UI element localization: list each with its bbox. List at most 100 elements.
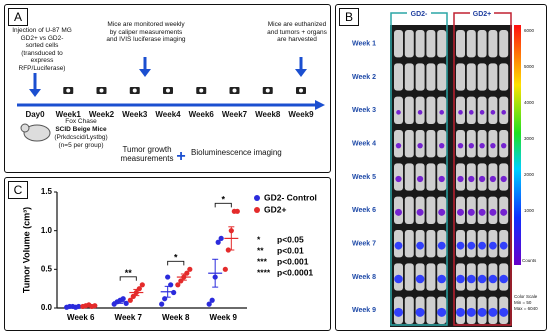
colorbar-tick: 4000 [524, 100, 535, 105]
colorbar-unit: Counts [522, 258, 537, 263]
p-legend-text: p<0.001 [277, 256, 309, 266]
signal-spot [394, 241, 403, 250]
mouse-image [426, 63, 436, 91]
row-label: Week 2 [352, 74, 376, 81]
column-header-bg [470, 8, 494, 19]
signal-spot [466, 307, 476, 317]
mouse-genotype: (Prkdcscid/Lystbg) [54, 134, 108, 141]
row-label: Week 5 [352, 174, 376, 181]
signal-spot [501, 142, 507, 149]
colorbar-tick: 1000 [524, 208, 535, 213]
color-scale-note: Max = 6040 [514, 306, 538, 311]
y-tick-label: 1.5 [41, 187, 53, 196]
signal-spot [395, 208, 402, 216]
mouse-image [477, 30, 487, 58]
significance-bracket [167, 260, 185, 266]
signal-spot [395, 175, 402, 183]
panel-c: C 0.0 0.5 1.0 1.5 Tumor Volume (cm³) Week 6 We… [4, 177, 331, 331]
signal-spot [456, 307, 465, 317]
signal-spot [457, 142, 464, 149]
signal-spot [437, 241, 446, 250]
mouse-image [437, 30, 447, 58]
data-point [165, 274, 171, 280]
chart: 0.0 0.5 1.0 1.5 Tumor Volume (cm³) Week 6 Week… [21, 187, 317, 322]
mouse-image [426, 30, 436, 58]
mouse-image [404, 263, 414, 291]
mouse-icon [20, 123, 30, 133]
signal-spot [438, 208, 446, 216]
row-label: Week 9 [352, 307, 376, 314]
significance-bracket [214, 202, 232, 208]
data-point [178, 278, 184, 284]
mouse-image [499, 30, 509, 58]
panel-label: B [339, 8, 359, 26]
mouse-image [426, 163, 436, 191]
panel-label: A [8, 8, 28, 26]
mouse-n: (n=5 per group) [58, 142, 104, 149]
signal-spot [437, 307, 447, 317]
readout: Bioluminescence imaging [191, 148, 282, 157]
plus: + [176, 148, 185, 165]
mouse-image [499, 63, 509, 91]
mouse-image [404, 196, 414, 224]
row-label: Week 6 [352, 207, 376, 214]
legend-label: GD2+ [264, 204, 286, 214]
camera-lens [265, 88, 270, 93]
data-point [136, 286, 142, 292]
signal-spot [415, 274, 425, 284]
signal-spot [468, 142, 474, 149]
y-tick-label: 0.0 [41, 303, 53, 312]
panel-b: B GD2- GD2+ Week 1 Week 2 Week 3 Week 4 Week 5… [335, 4, 547, 331]
timeline-label: Day0 [25, 110, 45, 119]
signal-spot [489, 241, 497, 250]
p-legend-text: p<0.05 [277, 234, 304, 244]
camera-lens [199, 88, 204, 93]
signal-spot [489, 175, 496, 183]
mouse-image [466, 30, 476, 58]
mouse-image [426, 96, 436, 124]
camera-lens [132, 88, 137, 93]
signal-spot [501, 110, 506, 115]
mouse-image [488, 30, 498, 58]
signal-spot [457, 208, 464, 216]
signal-spot [396, 110, 401, 115]
mouse-image [394, 63, 403, 91]
signal-spot [499, 274, 508, 284]
panel-a: A Injection of U-87 MG GD2+ vs GD2- sort… [4, 4, 331, 173]
signal-spot [394, 307, 403, 317]
signal-spot [500, 175, 507, 183]
y-tick-label: 0.5 [41, 264, 53, 273]
p-legend-stars: **** [257, 267, 271, 277]
mouse-image [415, 30, 425, 58]
mouse-image [394, 30, 403, 58]
timeline-label: Week7 [222, 110, 248, 119]
data-point [234, 208, 240, 214]
signal-spot [467, 241, 476, 250]
arrow-head [29, 89, 41, 97]
colorbar-tick: 3000 [524, 136, 535, 141]
mouse-image [426, 196, 436, 224]
column-header: GD2+ [473, 11, 491, 18]
mouse-image [477, 63, 487, 91]
y-tick-label: 1.0 [41, 226, 53, 235]
signal-spot [415, 307, 425, 317]
signal-spot [477, 307, 487, 317]
colorbar-tick: 6000 [524, 28, 535, 33]
signal-spot [416, 208, 424, 216]
signal-spot [478, 208, 486, 216]
p-legend-text: p<0.0001 [277, 267, 313, 277]
signal-spot [500, 208, 508, 216]
colorbar-tick: 5000 [524, 64, 535, 69]
panel-label: C [8, 181, 28, 199]
signal-spot [488, 307, 498, 317]
mouse-icon [23, 124, 51, 142]
data-point [215, 239, 221, 245]
mouse-vendor: Fox Chase [65, 118, 97, 125]
mouse-image [426, 230, 436, 258]
row-label: Week 4 [352, 141, 376, 148]
timeline-label: Week4 [155, 110, 181, 119]
signal-spot [469, 110, 474, 115]
signal-spot [439, 110, 444, 115]
signal-spot [417, 110, 423, 115]
